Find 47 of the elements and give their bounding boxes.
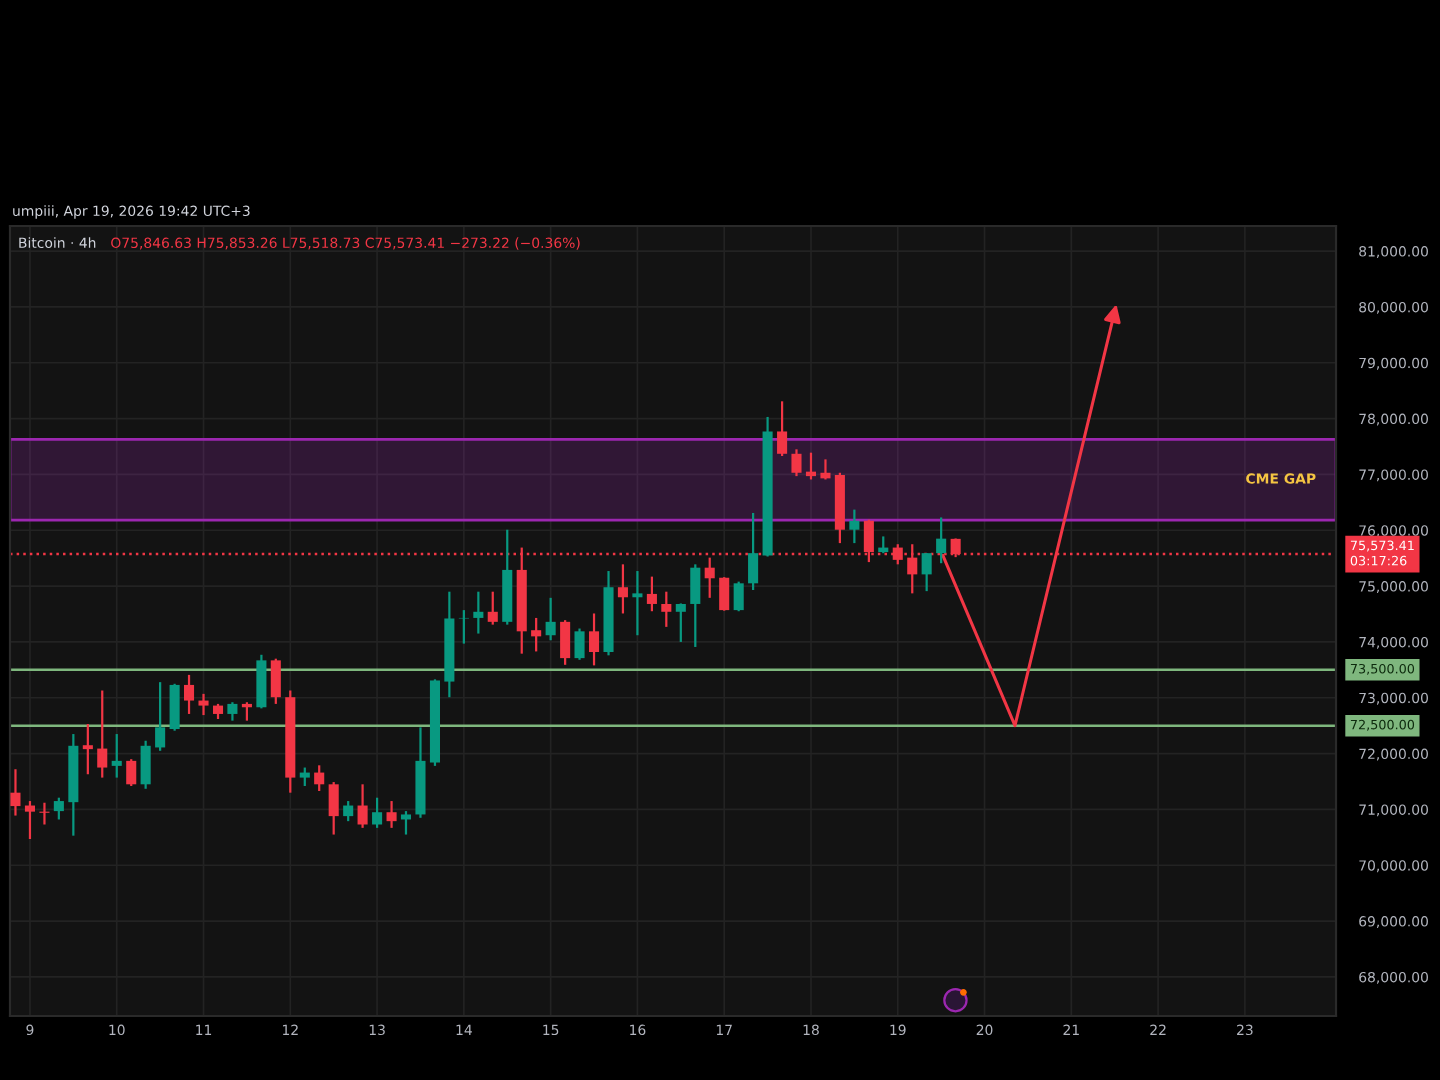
candlestick bbox=[849, 508, 860, 545]
candlestick bbox=[777, 400, 788, 458]
candlestick bbox=[155, 681, 166, 752]
candlestick bbox=[299, 766, 310, 788]
candlestick bbox=[632, 569, 643, 637]
candlestick bbox=[531, 616, 542, 653]
candlestick bbox=[53, 796, 64, 821]
candlestick bbox=[560, 619, 571, 666]
candlestick bbox=[921, 552, 932, 593]
candlestick bbox=[719, 576, 730, 612]
candlestick bbox=[791, 448, 802, 478]
candlestick bbox=[617, 563, 628, 615]
candlestick bbox=[748, 511, 759, 592]
candlestick bbox=[675, 602, 686, 644]
candlestick bbox=[314, 764, 325, 793]
candlestick bbox=[473, 590, 484, 635]
candlestick bbox=[386, 799, 397, 829]
candlestick bbox=[936, 516, 947, 565]
candlestick bbox=[733, 580, 744, 613]
candlestick bbox=[372, 796, 383, 829]
candlestick bbox=[328, 780, 339, 836]
candlestick bbox=[357, 783, 368, 829]
candlestick bbox=[690, 563, 701, 649]
candlestick bbox=[574, 627, 585, 661]
candlestick bbox=[97, 689, 108, 779]
candlestick bbox=[111, 732, 122, 779]
candlestick bbox=[545, 596, 556, 642]
candlestick bbox=[169, 682, 180, 732]
candlestick bbox=[10, 768, 21, 817]
candlestick bbox=[126, 758, 137, 788]
candlestick bbox=[198, 692, 209, 717]
candlestick bbox=[270, 657, 281, 706]
candlestick bbox=[140, 739, 151, 790]
candlestick bbox=[588, 612, 600, 667]
candlestick bbox=[646, 575, 657, 613]
candlestick bbox=[704, 556, 715, 599]
candlestick bbox=[820, 458, 831, 481]
candlestick bbox=[227, 701, 238, 722]
candlestick bbox=[24, 799, 35, 841]
candlestick bbox=[661, 590, 672, 628]
candlestick bbox=[343, 799, 354, 823]
candlestick bbox=[487, 590, 498, 626]
candlestick bbox=[400, 809, 412, 836]
candlestick bbox=[256, 653, 267, 710]
candlestick bbox=[39, 801, 50, 826]
candlestick bbox=[82, 722, 93, 776]
candlestick bbox=[183, 673, 195, 716]
